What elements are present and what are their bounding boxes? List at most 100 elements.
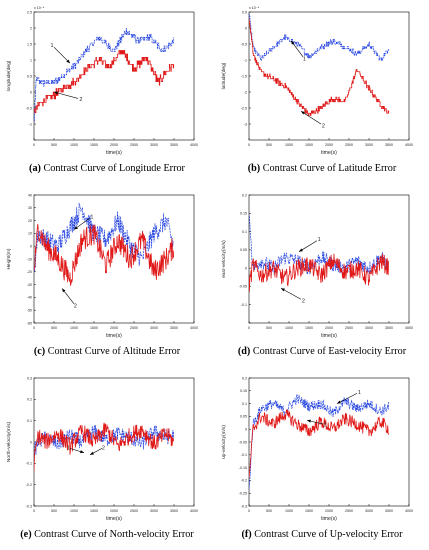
caption-text: Contrast Curve of Latitude Error [260,163,397,174]
annotation-label: 1 [303,57,306,63]
x-tick-label: 1500 [305,143,313,147]
annotation-label: 1 [90,214,93,220]
x-tick-label: 2500 [345,326,353,330]
plot-frame [248,377,410,507]
y-axis-label: latitude(deg) [221,62,227,89]
y-tick-label: 0.2 [242,193,247,197]
annotation-label: 2 [79,97,82,103]
y-tick-label: -0.5 [241,42,247,46]
y-tick-label: 0.3 [27,376,32,380]
caption-letter: (c) [33,346,46,357]
x-tick-label: 1000 [70,326,78,330]
x-tick-label: 4000 [405,143,413,147]
x-tick-label: 3500 [385,143,393,147]
y-tick-label: 0 [30,90,32,94]
y-tick-label: -0.05 [239,285,247,289]
y-tick-label: -0.5 [26,106,32,110]
axis-exponent: x 10⁻⁴ [34,6,45,10]
y-tick-label: 1 [30,58,32,62]
y-tick-label: -1 [244,58,247,62]
y-tick-label: 2.5 [27,10,32,14]
y-tick-label: 0 [245,26,247,30]
y-tick-label: 0.2 [242,376,247,380]
x-tick-label: 3500 [170,143,178,147]
series-line-1 [249,394,390,491]
x-axis-label: time(s) [106,333,122,339]
x-tick-label: 0 [33,143,35,147]
x-tick-label: 500 [51,143,57,147]
y-tick-label: 0.15 [240,389,247,393]
y-tick-label: -50 [27,309,32,313]
x-tick-label: 3000 [150,143,158,147]
y-tick-label: -0.1 [241,453,247,457]
x-tick-label: 2500 [345,509,353,513]
y-tick-label: 0.1 [27,419,32,423]
x-tick-label: 0 [33,326,35,330]
y-tick-label: 0.15 [240,212,247,216]
series-line-2 [34,50,175,114]
caption-letter: (e) [20,529,32,540]
chart-east-velocity: 0 500 1000 1500 2000 2500 3000 3500 4000 -0.1 -0.0… [221,193,413,339]
y-tick-label: -0.3 [26,504,32,508]
x-tick-label: 500 [51,509,57,513]
x-tick-label: 2500 [130,509,138,513]
y-tick-label: -10 [27,257,32,261]
y-tick-label: 0 [245,428,247,432]
annotation-arrow [53,91,79,99]
x-tick-label: 1500 [90,326,98,330]
annotation-label: 1 [358,390,361,396]
annotation-label: 2 [74,303,77,309]
caption-letter: (d) [237,346,251,357]
x-tick-label: 3000 [150,326,158,330]
annotation-arrow [280,287,302,300]
x-tick-label: 4000 [405,509,413,513]
x-tick-label: 1500 [305,509,313,513]
x-axis-label: time(s) [321,333,337,339]
y-tick-label: -3 [244,122,247,126]
annotation-arrowhead [337,400,341,404]
series-line-1 [34,28,175,122]
caption-letter: (a) [29,163,41,174]
y-tick-label: 40 [28,193,32,197]
series-line-2 [34,422,175,472]
x-axis-label: time(s) [321,516,337,522]
annotation-arrowhead [54,91,58,95]
x-tick-label: 3500 [170,509,178,513]
annotation-arrow [300,110,322,125]
annotation-label: 2 [323,422,326,428]
caption-text: Contrast Curve of Longitude Error [40,163,185,174]
series-line-2 [249,409,390,479]
annotation-label: 1 [318,237,321,243]
caption-latitude: (b) Contrast Curve of Latitude Error [215,163,429,174]
x-axis-label: time(s) [106,516,122,522]
x-tick-label: 2000 [325,509,333,513]
y-tick-label: 0.1 [242,230,247,234]
y-tick-label: -2 [244,90,247,94]
x-tick-label: 1000 [285,143,293,147]
annotation-arrowhead [90,451,94,455]
annotation-label: 1 [51,43,54,49]
x-tick-label: 1500 [305,326,313,330]
annotation-arrowhead [66,59,70,64]
x-axis-label: time(s) [106,150,122,156]
chart-north-velocity: 0 500 1000 1500 2000 2500 3000 3500 4000 -0.3 -0.2… [6,376,198,522]
y-tick-label: 1.5 [27,42,32,46]
caption-text: Contrast Curve of Altitude Error [45,346,181,357]
x-tick-label: 0 [248,326,250,330]
y-tick-label: 0 [30,245,32,249]
x-tick-label: 4000 [190,143,198,147]
x-tick-label: 3000 [365,326,373,330]
panel-north-velocity: 0 500 1000 1500 2000 2500 3000 3500 4000 -0.3 -0.2… [0,366,214,549]
x-tick-label: 1000 [285,509,293,513]
x-tick-label: 2000 [325,326,333,330]
x-tick-label: 1500 [90,509,98,513]
x-tick-label: 1500 [90,143,98,147]
caption-longitude: (a) Contrast Curve of Longitude Error [0,163,214,174]
y-tick-label: -2.5 [241,106,247,110]
x-tick-label: 1000 [70,509,78,513]
y-tick-label: -60 [27,321,32,325]
x-tick-label: 1000 [70,143,78,147]
caption-north-velocity: (e) Contrast Curve of North-velocity Err… [0,529,214,540]
annotation-arrowhead [80,450,84,454]
caption-text: Contrast Curve of Up-velocity Error [251,529,403,540]
